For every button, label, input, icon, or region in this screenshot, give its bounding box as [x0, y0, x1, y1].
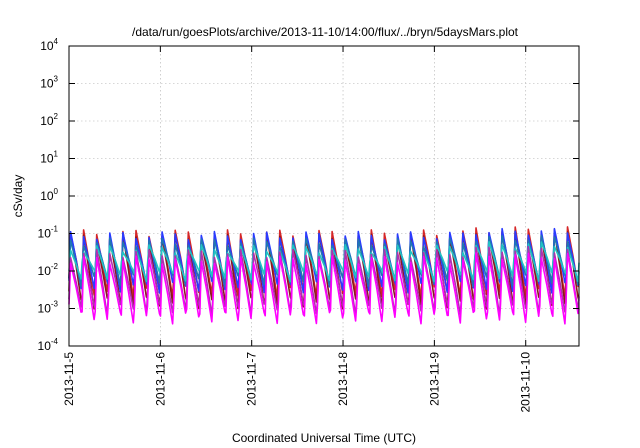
x-tick-label: 2013-11-6 [153, 352, 167, 406]
x-tick-label: 2013-11-9 [427, 352, 441, 406]
y-tick-label: 100 [40, 187, 58, 203]
ticks [68, 45, 579, 347]
x-tick-label: 2013-11-8 [336, 352, 350, 406]
series-line [68, 241, 580, 283]
y-tick-label: 104 [40, 37, 58, 53]
series-line [68, 252, 580, 325]
y-tick-label: 102 [40, 112, 58, 128]
x-tick-label: 2013-11-7 [245, 352, 259, 406]
x-tick-labels: 2013-11-5 2013-11-6 2013-11-7 2013-11-8 2013… [62, 352, 533, 413]
y-tick-label: 10-4 [38, 337, 59, 353]
grid [69, 46, 579, 346]
chart-title: /data/run/goesPlots/archive/2013-11-10/1… [132, 25, 519, 39]
y-tick-label: 10-1 [38, 225, 59, 241]
x-tick-label: 2013-11-10 [519, 352, 533, 413]
y-tick-label: 10-2 [38, 262, 59, 278]
x-axis-label: Coordinated Universal Time (UTC) [232, 431, 416, 445]
y-axis-label: cSv/day [11, 175, 25, 218]
y-tick-label: 10-3 [38, 300, 59, 316]
x-tick-label: 2013-11-5 [62, 352, 76, 406]
y-tick-labels: 10-4 10-3 10-2 10-1 100 101 102 103 104 [38, 37, 59, 353]
y-tick-label: 103 [40, 75, 58, 91]
y-tick-label: 101 [40, 150, 58, 166]
series-group [68, 226, 580, 325]
